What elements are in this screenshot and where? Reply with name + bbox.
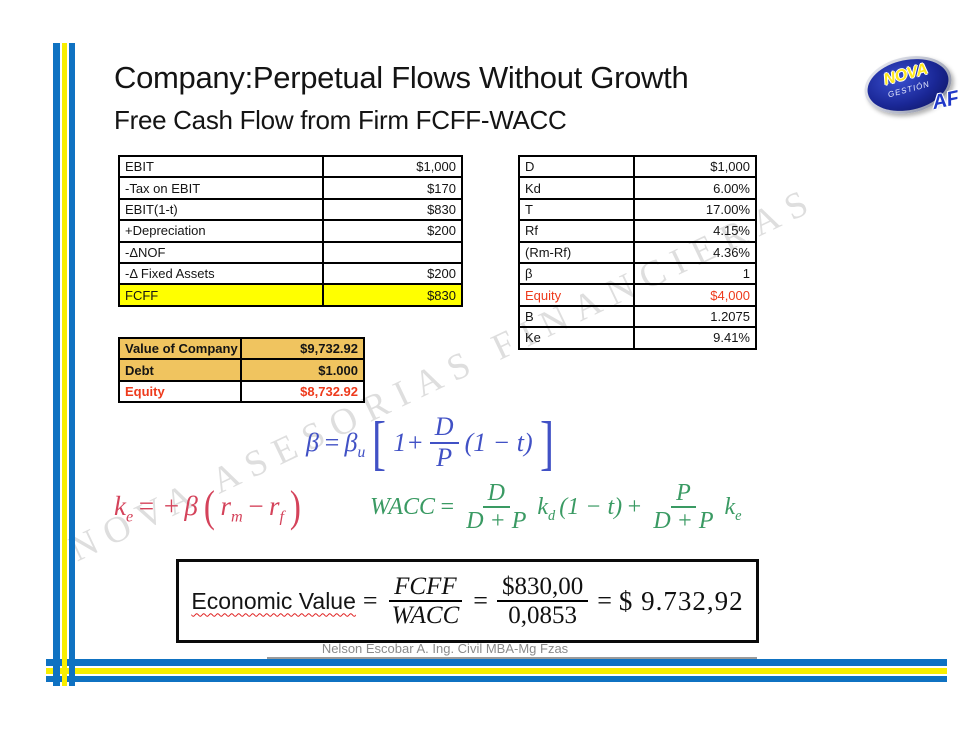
- slide-title: Company:Perpetual Flows Without Growth: [114, 60, 689, 95]
- left-stripe-decoration: [53, 43, 75, 686]
- parameters-table: D $1,000 Kd 6.00% T 17.00% Rf 4.15% (Rm-Rf) 4…: [518, 154, 757, 350]
- logo-text-af: AF: [930, 86, 962, 115]
- table-row: +Depreciation $200: [118, 219, 463, 243]
- table-row: EBIT(1-t) $830: [118, 197, 463, 222]
- capm-ke-formula: ke = + β ( rm − rf ): [114, 481, 301, 531]
- bottom-stripe-decoration: [46, 659, 947, 682]
- table-row: EBIT $1,000: [118, 154, 463, 179]
- footer-underline: [267, 657, 757, 659]
- table-row: -Tax on EBIT $170: [118, 176, 463, 200]
- table-row-equity: Equity $4,000: [518, 283, 757, 307]
- table-row: T 17.00%: [518, 197, 757, 222]
- debt-weight-fraction: D D + P: [466, 480, 527, 535]
- fcff-over-wacc-fraction: FCFF WACC: [387, 573, 465, 630]
- table-row: Debt $1.000: [118, 358, 365, 382]
- economic-value-box: Economic Value = FCFF WACC = $830,00 0,0…: [176, 559, 759, 643]
- table-row-equity: Equity $8,732.92: [118, 379, 365, 404]
- slide-subtitle: Free Cash Flow from Firm FCFF-WACC: [114, 105, 567, 135]
- table-row: Ke 9.41%: [518, 326, 757, 350]
- table-row: D $1,000: [518, 154, 757, 179]
- table-row: Rf 4.15%: [518, 219, 757, 243]
- footer-credit: Nelson Escobar A. Ing. Civil MBA-Mg Fzas: [321, 641, 569, 656]
- table-row: Kd 6.00%: [518, 176, 757, 200]
- economic-value-label: Economic Value: [191, 587, 356, 614]
- table-row: Value of Company $9,732.92: [118, 336, 365, 361]
- equity-weight-fraction: P D + P: [653, 480, 714, 535]
- table-row: -Δ Fixed Assets $200: [118, 261, 463, 286]
- d-over-p-fraction: D P: [429, 412, 459, 472]
- beta-levered-formula: β = βu [ 1+ D P (1 − t) ]: [306, 409, 554, 476]
- economic-value-result: $ 9.732,92: [618, 585, 744, 616]
- table-row: B 1.2075: [518, 304, 757, 329]
- nova-gestion-logo: NOVA GESTIÓN AF: [859, 48, 961, 122]
- fcff-table: EBIT $1,000 -Tax on EBIT $170 EBIT(1-t) $83…: [118, 154, 463, 307]
- wacc-formula: WACC = D D + P kd (1 − t) + P D + P ke: [370, 480, 742, 535]
- valuation-table: Value of Company $9,732.92 Debt $1.000 Equ…: [118, 336, 365, 404]
- numeric-fraction: $830,00 0,0853: [496, 573, 589, 630]
- table-row: -ΔNOF: [118, 240, 463, 264]
- table-row-fcff-highlight: FCFF $830: [118, 283, 463, 307]
- table-row: (Rm-Rf) 4.36%: [518, 240, 757, 264]
